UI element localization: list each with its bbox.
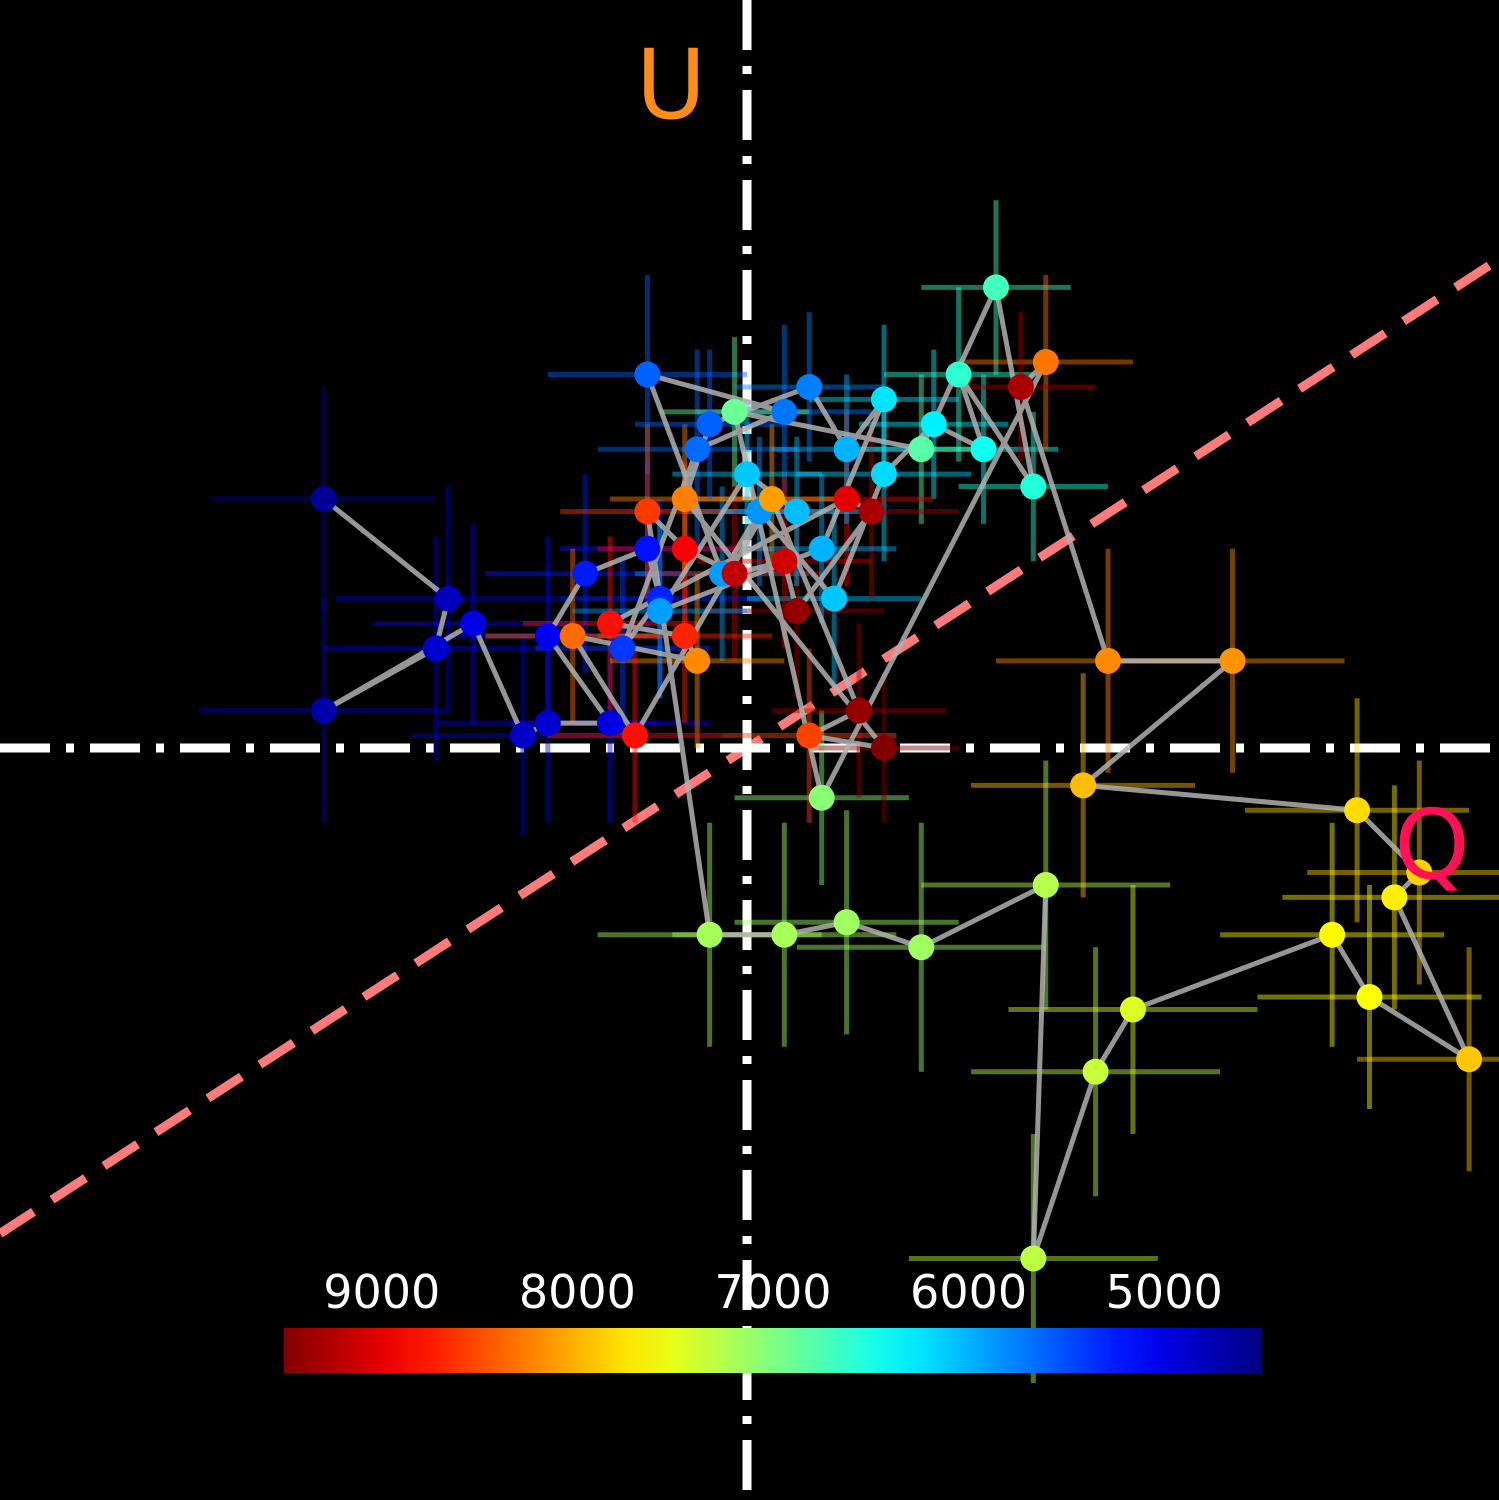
data-point [310,697,337,724]
data-point [310,486,337,512]
data-point [870,386,897,413]
data-point [783,598,810,625]
data-point [696,921,723,948]
data-point [771,398,798,425]
data-point [833,909,860,936]
data-point [534,622,561,649]
data-point [870,461,897,488]
data-point [671,622,698,649]
data-point [671,535,698,562]
data-point [908,934,935,961]
data-point [559,622,586,649]
data-point [1070,772,1097,799]
u-axis-label: U [636,29,706,141]
data-point [833,486,860,512]
data-point [634,361,661,388]
data-point [1356,984,1383,1010]
data-point [870,735,897,761]
data-point [1319,921,1346,948]
data-point [597,710,624,737]
data-point [1119,996,1146,1023]
data-point [758,486,785,512]
data-point [1032,871,1059,898]
data-point [920,411,947,438]
data-point [783,498,810,525]
colorbar-tick-label: 7000 [714,1265,831,1319]
data-point [833,436,860,463]
points-layer [310,274,1483,1272]
colorbar-ticks: 9000 8000 7000 6000 5000 [323,1265,1222,1319]
colorbar-tick-label: 6000 [910,1265,1027,1319]
data-point [684,647,711,674]
q-axis-label: Q [1394,789,1470,901]
data-point [621,722,648,749]
data-point [1032,349,1059,376]
data-point [572,560,599,587]
data-point [945,361,972,388]
data-point [1020,473,1047,500]
data-point [422,635,449,662]
data-point [696,411,723,438]
data-point [796,722,823,749]
data-point [435,585,462,612]
data-point [1020,1245,1047,1272]
data-point [1007,373,1034,400]
data-point [460,610,487,637]
data-point [1344,797,1371,824]
data-point [734,461,760,488]
data-point [808,535,835,562]
data-point [1381,884,1408,911]
data-point [634,498,661,525]
data-point [858,498,885,525]
data-point [796,373,823,400]
data-point [1095,647,1122,674]
data-point [671,486,698,512]
data-point [721,560,748,587]
data-point [771,921,798,948]
data-point [1219,647,1246,674]
data-point [684,436,711,463]
data-point [808,784,835,811]
data-point [646,598,673,625]
colorbar-tick-label: 8000 [519,1265,636,1319]
data-point [634,535,661,562]
data-point [1406,859,1433,886]
data-point [509,722,536,749]
data-point [970,436,997,463]
data-point [908,436,935,463]
data-point [821,585,848,612]
data-point [534,710,561,737]
data-point [597,610,624,637]
colorbar-tick-label: 5000 [1106,1265,1223,1319]
data-point [983,274,1009,301]
data-point [846,697,873,724]
data-point [771,548,798,575]
data-point [609,635,636,662]
colorbar-tick-label: 9000 [323,1265,440,1319]
colorbar [284,1328,1262,1373]
data-point [721,398,748,425]
data-point [1456,1046,1483,1073]
data-point [1082,1058,1109,1085]
